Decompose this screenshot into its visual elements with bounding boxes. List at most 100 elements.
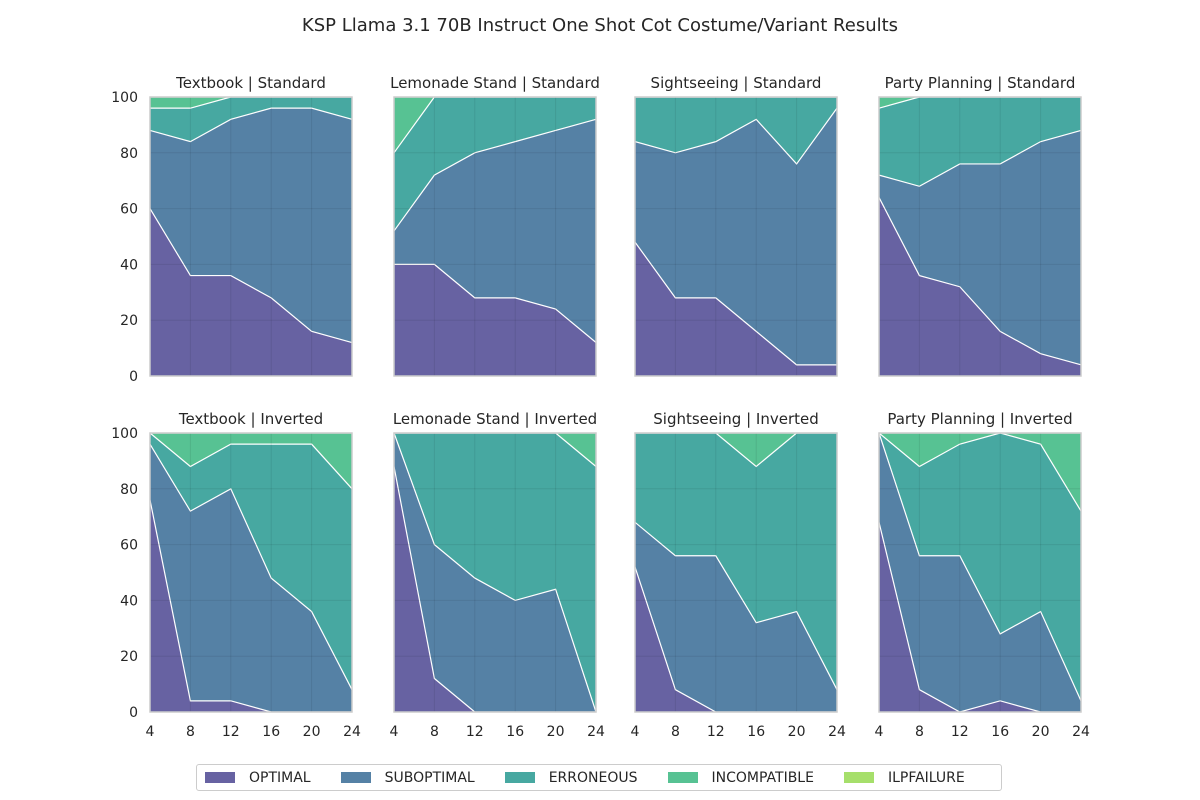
area-suboptimal	[879, 130, 1081, 365]
panel-frame	[878, 96, 1082, 377]
panel-2: Lemonade Stand | Standard	[390, 74, 600, 377]
y-tick-label: 60	[120, 202, 138, 218]
panel-frame	[634, 432, 838, 713]
boundary-line-erroneous	[149, 432, 353, 490]
x-tick-label: 8	[186, 724, 195, 740]
panel-7: Sightseeing | Inverted 4 8 12 16 20 24	[631, 410, 846, 740]
panel-title: Textbook | Inverted	[178, 410, 323, 428]
area-suboptimal	[150, 108, 352, 343]
x-tick-label: 12	[951, 724, 969, 740]
panel-8: Party Planning | Inverted 4 8 12 16 20 24	[875, 410, 1090, 740]
area-incompatible	[150, 433, 352, 489]
legend-item-erroneous: ERRONEOUS	[504, 769, 638, 786]
x-tick-label: 16	[991, 724, 1009, 740]
legend-item-optimal: OPTIMAL	[205, 770, 311, 786]
legend-label: ILPFAILURE	[887, 769, 965, 786]
x-tick-label: 4	[875, 724, 884, 740]
x-tick-label: 16	[747, 724, 765, 740]
area-incompatible	[879, 97, 1081, 109]
y-tick-label: 60	[120, 538, 138, 554]
x-tick-label: 12	[466, 724, 484, 740]
x-tick-label: 20	[788, 724, 806, 740]
legend-label: OPTIMAL	[249, 769, 311, 786]
panel-3: Sightseeing | Standard	[634, 74, 838, 377]
x-tick-label: 8	[671, 724, 680, 740]
legend-swatch	[667, 772, 698, 783]
area-erroneous	[635, 433, 837, 690]
boundary-line-optimal	[878, 197, 1082, 366]
x-tick-label: 8	[915, 724, 924, 740]
area-erroneous	[150, 433, 352, 690]
area-optimal	[150, 499, 352, 712]
x-tick-label: 24	[1072, 724, 1090, 740]
area-suboptimal	[394, 433, 596, 712]
x-tick-label: 24	[828, 724, 846, 740]
boundary-line-suboptimal	[149, 443, 353, 690]
panel-title: Party Planning | Inverted	[887, 410, 1072, 428]
panel-frame	[393, 432, 597, 713]
y-tick-label: 20	[120, 649, 138, 665]
legend-swatch	[205, 772, 235, 783]
panel-6: Lemonade Stand | Inverted 4 8 12 16 20 24	[390, 410, 605, 740]
x-tick-label: 12	[222, 724, 240, 740]
panel-title: Party Planning | Standard	[885, 74, 1076, 92]
boundary-line-optimal	[634, 241, 837, 366]
x-tick-label: 24	[587, 724, 605, 740]
area-optimal	[635, 566, 837, 712]
area-suboptimal	[150, 444, 352, 712]
x-tick-label: 4	[146, 724, 155, 740]
area-erroneous	[879, 97, 1081, 187]
y-tick-label: 100	[111, 426, 138, 442]
legend-item-suboptimal: SUBOPTIMAL	[340, 769, 475, 786]
area-suboptimal	[879, 433, 1081, 712]
panel-frame	[878, 432, 1082, 713]
legend-item-ilpfailure: ILPFAILURE	[843, 769, 965, 786]
legend-label: INCOMPATIBLE	[711, 769, 814, 786]
boundary-line-suboptimal	[393, 432, 597, 713]
legend-swatch	[340, 772, 371, 783]
x-tick-label: 24	[343, 724, 361, 740]
boundary-line-erroneous	[878, 432, 1082, 512]
boundary-line-optimal	[149, 208, 353, 344]
area-erroneous	[394, 433, 596, 712]
y-tick-label: 40	[120, 593, 138, 609]
panel-frame	[634, 96, 838, 377]
x-tick-label: 8	[430, 724, 439, 740]
x-tick-label: 12	[707, 724, 725, 740]
x-tick-label: 4	[390, 724, 399, 740]
x-tick-label: 20	[547, 724, 565, 740]
area-incompatible	[150, 97, 352, 109]
area-optimal	[150, 208, 352, 376]
panel-frame	[149, 96, 353, 377]
panel-title: Textbook | Standard	[175, 74, 326, 92]
y-tick-label: 40	[120, 257, 138, 273]
y-tick-label: 0	[129, 705, 138, 721]
boundary-line-suboptimal	[634, 107, 838, 165]
boundary-line-suboptimal	[634, 521, 838, 690]
area-optimal	[394, 264, 596, 376]
legend-swatch	[504, 772, 535, 783]
chart-title: KSP Llama 3.1 70B Instruct One Shot Cot …	[302, 15, 898, 36]
boundary-line-optimal	[394, 263, 597, 343]
boundary-line-suboptimal	[149, 107, 353, 143]
legend-label: SUBOPTIMAL	[384, 769, 475, 786]
area-suboptimal	[635, 108, 837, 365]
area-erroneous	[635, 97, 837, 164]
panel-4: Party Planning | Standard	[878, 74, 1082, 377]
y-tick-label: 80	[120, 482, 138, 498]
area-optimal	[879, 522, 1081, 712]
area-suboptimal	[635, 522, 837, 712]
x-tick-label: 16	[506, 724, 524, 740]
panel-title: Sightseeing | Inverted	[653, 410, 819, 428]
boundary-line-suboptimal	[393, 118, 597, 232]
panel-5: Textbook | Inverted 0 20 40 60 80 100 4 8 12 16 20 2…	[111, 410, 361, 740]
chart-legend: OPTIMAL SUBOPTIMAL ERRONEOUS INCOMPATIBLE IL…	[196, 764, 1002, 791]
area-suboptimal	[394, 119, 596, 343]
panel-grid: Textbook | Standard 0 20 40 60 80 100 Lemonade …	[111, 74, 1090, 740]
panel-title: Sightseeing | Standard	[651, 74, 822, 92]
boundary-line-suboptimal	[878, 129, 1082, 187]
legend-label: ERRONEOUS	[548, 769, 638, 786]
panel-title: Lemonade Stand | Inverted	[393, 410, 597, 428]
area-erroneous	[394, 97, 596, 231]
panel-1: Textbook | Standard 0 20 40 60 80 100	[111, 74, 353, 385]
